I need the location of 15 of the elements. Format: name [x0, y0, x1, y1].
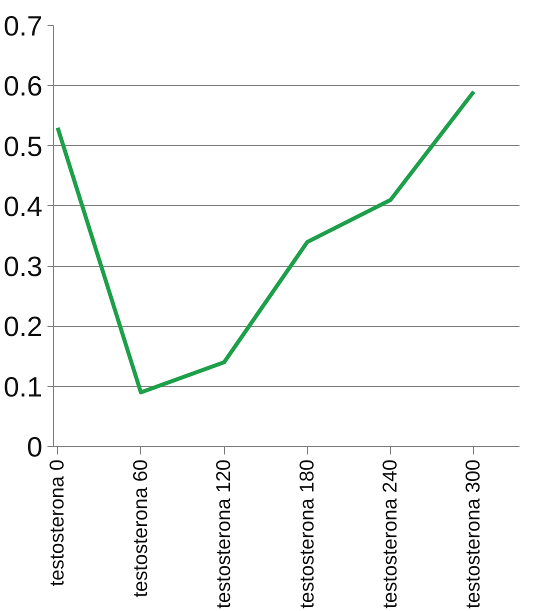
y-tick-label: 0.5 [4, 130, 43, 162]
x-tick-label: testosterona 60 [130, 459, 152, 598]
y-tick-label: 0.3 [4, 251, 43, 282]
line-series [56, 90, 476, 394]
x-tick-label: testosterona 0 [46, 460, 69, 586]
x-tick-label: testosterona 180 [296, 459, 318, 608]
x-tick-label: testosterona 300 [462, 459, 485, 608]
y-tick-label: 0.1 [4, 371, 43, 402]
y-tick-label: 0.4 [4, 190, 43, 222]
x-tick-label: testosterona 240 [380, 459, 402, 608]
y-tick-label: 0.6 [4, 70, 43, 102]
x-tick-label: testosterona 120 [213, 459, 236, 608]
y-tick-label: 0.2 [4, 311, 43, 342]
y-tick-label: 0.7 [4, 10, 43, 42]
y-tick-label: 0 [26, 432, 43, 462]
